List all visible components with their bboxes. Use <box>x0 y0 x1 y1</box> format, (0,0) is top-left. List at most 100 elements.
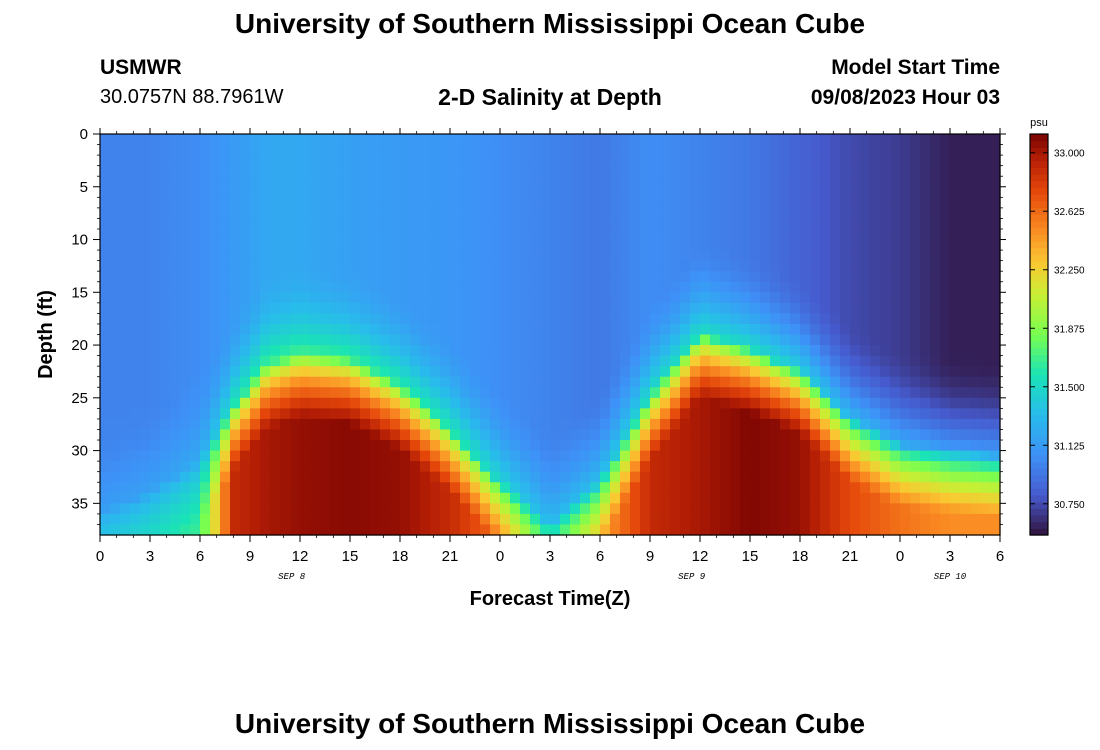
heatmap-cell <box>140 440 151 452</box>
heatmap-cell <box>920 323 931 336</box>
heatmap-cell <box>650 418 661 431</box>
heatmap-cell <box>930 186 941 198</box>
heatmap-cell <box>810 250 821 262</box>
heatmap-cell <box>460 313 471 325</box>
heatmap-cell <box>600 302 611 314</box>
heatmap-cell <box>940 461 951 473</box>
heatmap-cell <box>770 418 781 431</box>
heatmap-cell <box>440 461 451 473</box>
heatmap-cell <box>820 176 831 188</box>
heatmap-cell <box>700 408 711 420</box>
heatmap-cell <box>200 176 211 188</box>
heatmap-cell <box>560 440 571 452</box>
heatmap-cell <box>260 366 271 378</box>
heatmap-cell <box>480 155 491 167</box>
heatmap-cell <box>920 345 931 357</box>
heatmap-cell <box>430 471 441 483</box>
heatmap-cell <box>170 292 181 304</box>
heatmap-cell <box>230 302 241 314</box>
heatmap-cell <box>620 281 631 293</box>
heatmap-cell <box>770 471 781 483</box>
colorbar-segment <box>1030 468 1048 476</box>
heatmap-cell <box>460 302 471 314</box>
heatmap-cell <box>240 186 251 198</box>
heatmap-cell <box>220 408 231 420</box>
heatmap-cell <box>550 334 561 346</box>
heatmap-cell <box>110 250 121 262</box>
heatmap-cell <box>740 313 751 325</box>
heatmap-cell <box>970 144 981 156</box>
heatmap-cell <box>790 513 801 526</box>
heatmap-cell <box>730 134 741 146</box>
heatmap-cell <box>260 376 271 388</box>
heatmap-cell <box>330 250 341 262</box>
heatmap-cell <box>900 155 911 167</box>
heatmap-cell <box>380 376 391 388</box>
heatmap-cell <box>350 313 361 325</box>
heatmap-cell <box>680 355 691 367</box>
heatmap-cell <box>150 292 161 304</box>
heatmap-cell <box>240 239 251 251</box>
heatmap-cell <box>290 334 301 346</box>
heatmap-cell <box>670 345 681 357</box>
heatmap-cell <box>760 408 771 420</box>
heatmap-cell <box>530 334 541 346</box>
x-tick-label: 3 <box>546 548 554 565</box>
heatmap-cell <box>530 250 541 262</box>
heatmap-cell <box>480 471 491 483</box>
heatmap-cell <box>740 450 751 462</box>
x-tick-label: 6 <box>996 548 1004 565</box>
heatmap-cell <box>860 250 871 262</box>
heatmap-cell <box>560 503 571 515</box>
heatmap-cell <box>150 524 161 536</box>
heatmap-cell <box>540 397 551 409</box>
heatmap-cell <box>590 271 601 283</box>
heatmap-cell <box>360 408 371 420</box>
heatmap-cell <box>220 418 231 431</box>
heatmap-cell <box>520 134 531 146</box>
heatmap-cell <box>200 429 211 441</box>
heatmap-cell <box>170 418 181 431</box>
heatmap-cell <box>120 334 131 346</box>
heatmap-cell <box>210 429 221 441</box>
heatmap-cell <box>180 482 191 494</box>
heatmap-cell <box>910 176 921 188</box>
heatmap-cell <box>300 250 311 262</box>
heatmap-cell <box>990 281 1001 293</box>
heatmap-cell <box>730 292 741 304</box>
heatmap-cell <box>800 176 811 188</box>
heatmap-cell <box>210 144 221 156</box>
heatmap-cell <box>900 186 911 198</box>
heatmap-cell <box>300 186 311 198</box>
heatmap-cell <box>150 355 161 367</box>
heatmap-cell <box>790 134 801 146</box>
heatmap-cell <box>490 450 501 462</box>
heatmap-cell <box>540 355 551 367</box>
heatmap-cell <box>840 440 851 452</box>
heatmap-cell <box>950 471 961 483</box>
heatmap-cell <box>800 334 811 346</box>
y-tick-label: 35 <box>71 495 88 512</box>
heatmap-cell <box>570 176 581 188</box>
heatmap-cell <box>630 471 641 483</box>
heatmap-cell <box>170 503 181 515</box>
heatmap-cell <box>340 302 351 314</box>
heatmap-cell <box>500 165 511 177</box>
heatmap-cell <box>810 429 821 441</box>
heatmap-cell <box>770 144 781 156</box>
heatmap-cell <box>230 440 241 452</box>
heatmap-cell <box>320 260 331 272</box>
heatmap-cell <box>110 355 121 367</box>
heatmap-cell <box>140 260 151 272</box>
heatmap-cell <box>240 334 251 346</box>
heatmap-cell <box>180 355 191 367</box>
heatmap-cell <box>940 144 951 156</box>
heatmap-cell <box>700 418 711 431</box>
heatmap-cell <box>440 250 451 262</box>
heatmap-cell <box>920 387 931 399</box>
heatmap-cell <box>660 524 671 536</box>
heatmap-cell <box>330 186 341 198</box>
heatmap-cell <box>370 376 381 388</box>
heatmap-cell <box>400 144 411 156</box>
heatmap-cell <box>760 355 771 367</box>
